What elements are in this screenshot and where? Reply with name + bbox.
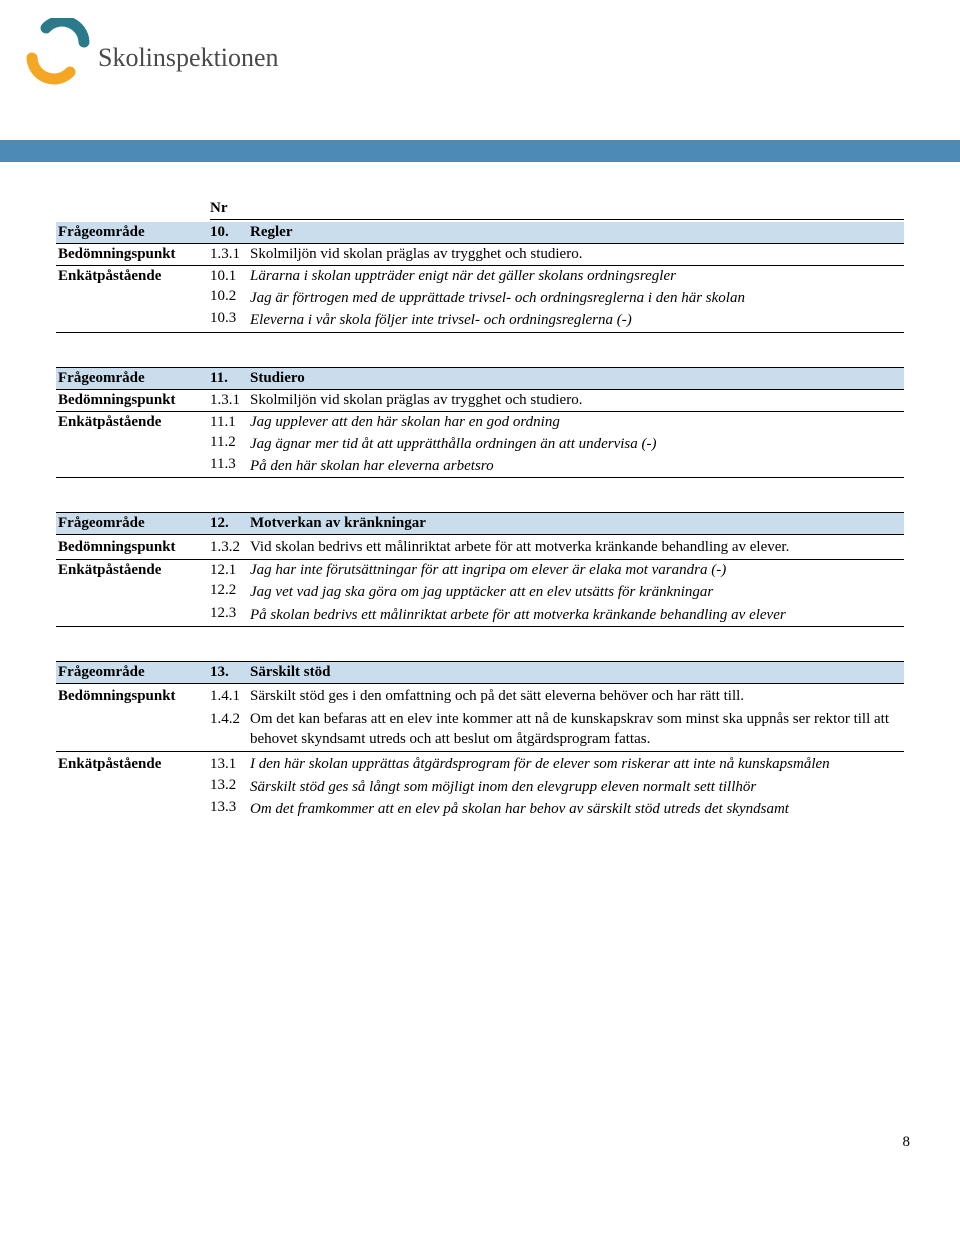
bedomning-row: Bedömningspunkt 1.3.1 Skolmiljön vid sko… (56, 244, 904, 266)
enkat-nr: 10.3 (210, 310, 250, 327)
enkat-nr: 10.2 (210, 288, 250, 305)
bedomning-text: Vid skolan bedrivs ett målinriktat arbet… (250, 537, 904, 557)
frageomrade-nr: 13. (210, 664, 250, 681)
bedomning-nr: 1.3.1 (210, 246, 250, 263)
bedomning-row: Bedömningspunkt 1.3.2 Vid skolan bedrivs… (56, 535, 904, 560)
enkat-row: 11.2 Jag ägnar mer tid åt att upprätthål… (56, 433, 904, 455)
frageomrade-title: Motverkan av kränkningar (250, 515, 904, 532)
enkat-nr: 11.2 (210, 434, 250, 451)
section-11: Frågeområde 11. Studiero Bedömningspunkt… (56, 367, 904, 479)
enkat-text: Särskilt stöd ges så långt som möjligt i… (250, 777, 904, 797)
enkat-nr: 12.1 (210, 562, 250, 579)
enkat-text: På skolan bedrivs ett målinriktat arbete… (250, 605, 904, 625)
enkat-row: 10.2 Jag är förtrogen med de upprättade … (56, 287, 904, 309)
enkat-text: Eleverna i vår skola följer inte trivsel… (250, 310, 904, 330)
frageomrade-label: Frågeområde (56, 370, 210, 387)
frageomrade-nr: 12. (210, 515, 250, 532)
enkat-text: Jag ägnar mer tid åt att upprätthålla or… (250, 434, 904, 454)
frageomrade-nr: 11. (210, 370, 250, 387)
frageomrade-title: Regler (250, 224, 904, 241)
frageomrade-title: Studiero (250, 370, 904, 387)
frageomrade-label: Frågeområde (56, 515, 210, 532)
enkat-nr: 13.1 (210, 754, 250, 774)
enkat-text: Jag vet vad jag ska göra om jag upptäcke… (250, 582, 904, 602)
enkat-row: 13.2 Särskilt stöd ges så långt som möjl… (56, 776, 904, 798)
frageomrade-title: Särskilt stöd (250, 664, 904, 681)
section-13: Frågeområde 13. Särskilt stöd Bedömnings… (56, 661, 904, 821)
enkat-label: Enkätpåstående (56, 562, 210, 579)
enkat-label: Enkätpåstående (56, 268, 210, 285)
enkat-text: Jag upplever att den här skolan har en g… (250, 414, 904, 431)
frageomrade-row: Frågeområde 10. Regler (56, 222, 904, 244)
bedomning-text: Särskilt stöd ges i den omfattning och p… (250, 686, 904, 706)
enkat-text: På den här skolan har eleverna arbetsro (250, 456, 904, 476)
enkat-nr: 10.1 (210, 268, 250, 285)
document-content: Nr Frågeområde 10. Regler Bedömningspunk… (0, 162, 960, 874)
bedomning-nr: 1.3.1 (210, 392, 250, 409)
frageomrade-row: Frågeområde 12. Motverkan av kränkningar (56, 512, 904, 535)
frageomrade-nr: 10. (210, 224, 250, 241)
bedomning-label: Bedömningspunkt (56, 246, 210, 263)
enkat-row: 10.3 Eleverna i vår skola följer inte tr… (56, 309, 904, 332)
page-number: 8 (0, 874, 960, 1151)
enkat-row: Enkätpåstående 10.1 Lärarna i skolan upp… (56, 266, 904, 287)
bedomning-row: Bedömningspunkt 1.3.1 Skolmiljön vid sko… (56, 390, 904, 412)
frageomrade-label: Frågeområde (56, 664, 210, 681)
enkat-row: 12.3 På skolan bedrivs ett målinriktat a… (56, 604, 904, 627)
enkat-nr: 12.3 (210, 605, 250, 622)
enkat-nr: 11.3 (210, 456, 250, 473)
logo-area: Skolinspektionen (0, 0, 960, 88)
enkat-nr: 12.2 (210, 582, 250, 599)
bedomning-row: 1.4.2 Om det kan befaras att en elev int… (56, 708, 904, 752)
bedomning-label: Bedömningspunkt (56, 392, 210, 409)
bedomning-text: Om det kan befaras att en elev inte komm… (250, 709, 904, 750)
enkat-row: Enkätpåstående 13.1 I den här skolan upp… (56, 752, 904, 776)
bedomning-label: Bedömningspunkt (56, 537, 210, 557)
enkat-nr: 13.3 (210, 799, 250, 816)
nr-header: Nr (210, 200, 904, 220)
section-12: Frågeområde 12. Motverkan av kränkningar… (56, 512, 904, 627)
enkat-text: I den här skolan upprättas åtgärdsprogra… (250, 754, 904, 774)
enkat-nr: 11.1 (210, 414, 250, 431)
frageomrade-row: Frågeområde 11. Studiero (56, 367, 904, 390)
bedomning-label: Bedömningspunkt (56, 686, 210, 706)
enkat-nr: 13.2 (210, 777, 250, 794)
enkat-row: Enkätpåstående 12.1 Jag har inte förutsä… (56, 560, 904, 581)
enkat-row: 11.3 På den här skolan har eleverna arbe… (56, 455, 904, 478)
enkat-text: Lärarna i skolan uppträder enigt när det… (250, 268, 904, 285)
frageomrade-label: Frågeområde (56, 224, 210, 241)
enkat-row: Enkätpåstående 11.1 Jag upplever att den… (56, 412, 904, 433)
enkat-label: Enkätpåstående (56, 754, 210, 774)
enkat-row: 12.2 Jag vet vad jag ska göra om jag upp… (56, 581, 904, 603)
bedomning-nr: 1.4.1 (210, 686, 250, 706)
enkat-text: Jag har inte förutsättningar för att ing… (250, 562, 904, 579)
enkat-text: Om det framkommer att en elev på skolan … (250, 799, 904, 819)
bedomning-row: Bedömningspunkt 1.4.1 Särskilt stöd ges … (56, 684, 904, 708)
header-bar (0, 140, 960, 162)
frageomrade-row: Frågeområde 13. Särskilt stöd (56, 661, 904, 684)
bedomning-text: Skolmiljön vid skolan präglas av trygghe… (250, 392, 904, 409)
bedomning-nr: 1.4.2 (210, 709, 250, 729)
logo-text: Skolinspektionen (98, 43, 279, 72)
section-10: Frågeområde 10. Regler Bedömningspunkt 1… (56, 222, 904, 333)
bedomning-text: Skolmiljön vid skolan präglas av trygghe… (250, 246, 904, 263)
bedomning-nr: 1.3.2 (210, 537, 250, 557)
enkat-row: 13.3 Om det framkommer att en elev på sk… (56, 798, 904, 820)
enkat-label: Enkätpåstående (56, 414, 210, 431)
skolinspektionen-logo: Skolinspektionen (18, 18, 318, 88)
enkat-text: Jag är förtrogen med de upprättade trivs… (250, 288, 904, 308)
